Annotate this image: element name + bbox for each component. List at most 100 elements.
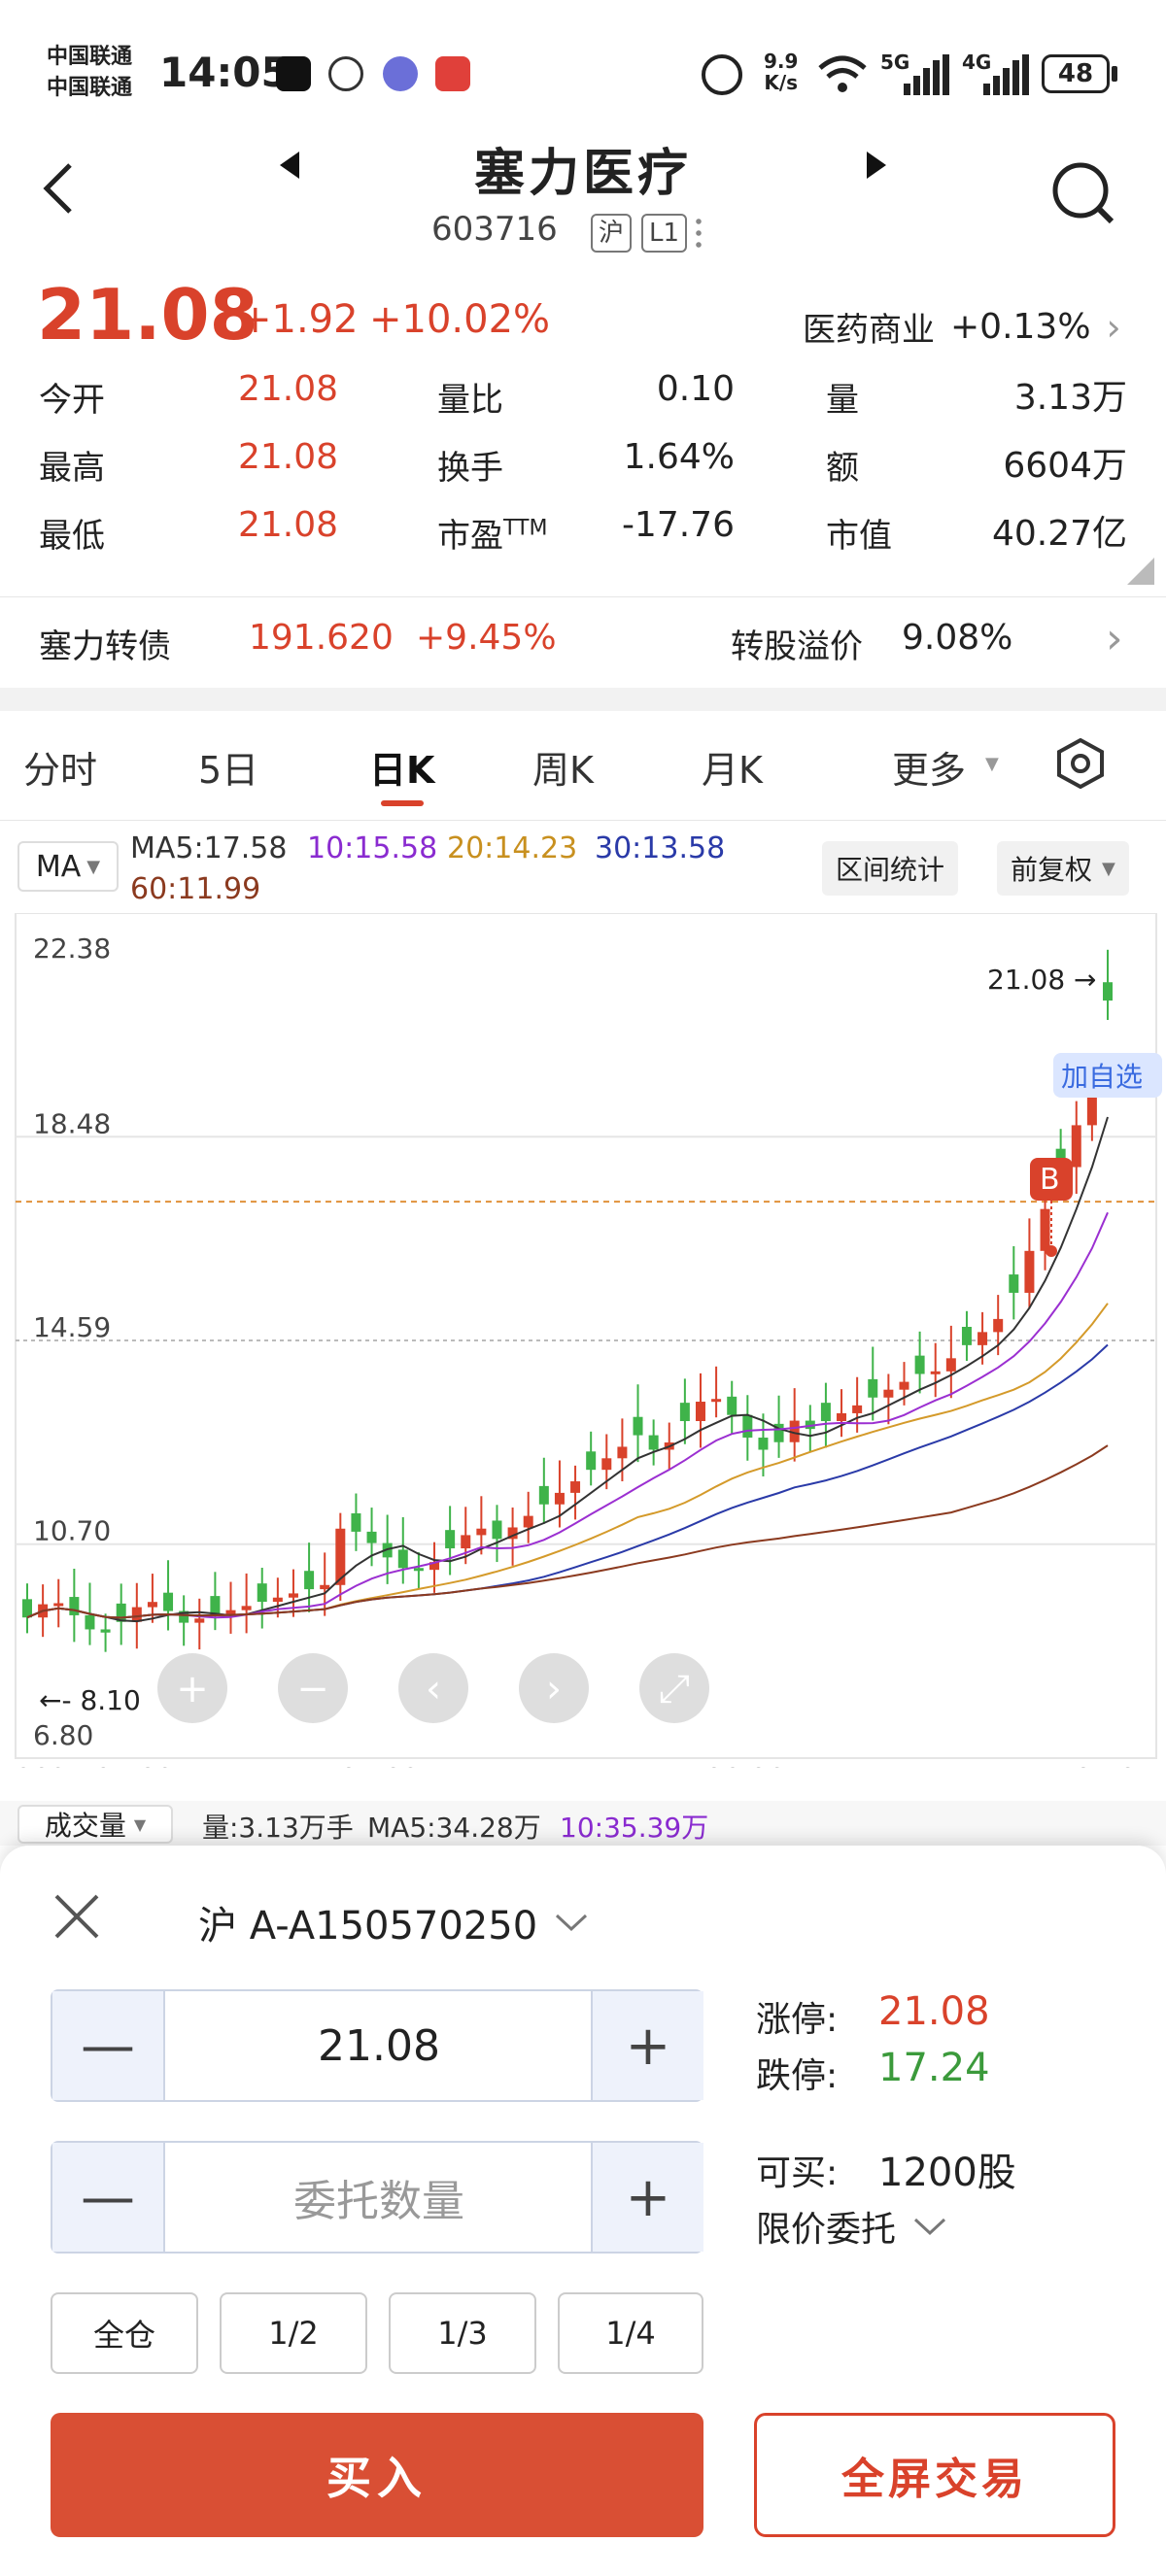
y-tick-label: 14.59	[33, 1311, 111, 1343]
tab-2[interactable]: 日K	[369, 749, 435, 792]
chevron-down-icon	[913, 2218, 946, 2236]
price-increase-button[interactable]: +	[591, 1991, 703, 2100]
candle-body	[335, 1528, 346, 1585]
adjust-select[interactable]: 前复权 ▼	[997, 841, 1129, 896]
kline-chart[interactable]: 22.38 18.48 14.59 10.70 6.80 21.08 → 加自选 B ←- 8.…	[0, 913, 1166, 1768]
caret-down-icon: ▼	[1102, 858, 1115, 879]
qty-increase-button[interactable]: +	[591, 2143, 703, 2252]
order-type-label: 限价委托	[756, 2210, 897, 2250]
volume-value: 量:3.13万手	[202, 1812, 354, 1844]
range-stat-button[interactable]: 区间统计	[822, 841, 959, 896]
tab-3[interactable]: 周K	[532, 749, 594, 792]
next-stock-button[interactable]	[863, 148, 890, 183]
tab-5[interactable]: 更多	[892, 749, 967, 792]
indicator-select[interactable]: MA ▼	[17, 841, 119, 892]
candle-body	[507, 1527, 518, 1540]
quote-value: 1.64%	[623, 437, 735, 477]
indicator-label: MA	[35, 849, 82, 884]
qty-decrease-button[interactable]: —	[52, 2143, 165, 2252]
pan-left-button[interactable]	[398, 1653, 468, 1723]
candle-body	[1071, 1125, 1081, 1168]
bond-name: 塞力转债	[39, 627, 171, 666]
buy-button[interactable]: 买入	[51, 2413, 703, 2537]
volume-legend: 成交量 ▼ 量:3.13万手 MA5:34.28万 10:35.39万	[0, 1801, 1166, 1846]
x-tick-label: 07-04	[1075, 1762, 1153, 1768]
ratio-half-button[interactable]: 1/2	[220, 2292, 367, 2374]
more-dots-icon[interactable]	[696, 216, 702, 251]
candle-body	[131, 1607, 142, 1622]
volume-ma10: 10:35.39万	[560, 1812, 709, 1844]
add-watch-button[interactable]: 加自选	[1061, 1061, 1143, 1093]
quote-label: 市盈TTM	[437, 516, 548, 556]
candle-body	[429, 1562, 440, 1571]
quote-label: 市值	[826, 517, 892, 556]
buy-marker-dot	[1046, 1245, 1057, 1257]
quote-value: 21.08	[237, 437, 338, 477]
quote-label: 量	[826, 381, 859, 420]
candle-body	[1103, 982, 1113, 1001]
status-bar: 中国联通 中国联通 14:05 9.9 K/s 5G 4G 48	[0, 0, 1166, 146]
order-type-select[interactable]: 限价委托	[756, 2201, 946, 2252]
settings-button[interactable]	[1055, 737, 1106, 790]
tab-1[interactable]: 5日	[198, 749, 259, 792]
back-button[interactable]	[39, 159, 97, 227]
tab-4[interactable]: 月K	[702, 749, 763, 792]
candle-body	[711, 1399, 722, 1403]
buy-marker: B	[1040, 1163, 1060, 1197]
candle-body	[194, 1618, 205, 1623]
app-heart-icon	[435, 56, 470, 91]
net-speed-value: 9.9	[764, 50, 799, 73]
wifi-icon	[818, 55, 867, 92]
fullscreen-trade-button[interactable]: 全屏交易	[754, 2413, 1115, 2537]
prev-stock-button[interactable]	[276, 148, 303, 183]
close-button[interactable]	[52, 1892, 101, 1941]
y-tick-label: 18.48	[33, 1107, 111, 1139]
quote-label: 今开	[39, 381, 105, 420]
price-stepper: — 21.08 +	[51, 1989, 703, 2102]
tab-0[interactable]: 分时	[23, 749, 98, 792]
chevron-right-icon: ›	[1106, 305, 1121, 349]
level-tag[interactable]: L1	[641, 214, 688, 253]
zoom-in-button[interactable]	[157, 1653, 227, 1723]
account-label: 沪 A-A150570250	[198, 1904, 538, 1949]
tiktok-icon	[276, 56, 311, 91]
signal-label-2: 4G	[962, 51, 992, 74]
price-input[interactable]: 21.08	[318, 2020, 440, 2071]
signal-bars-2-icon	[983, 54, 1029, 95]
signal-bars-1-icon	[904, 54, 949, 95]
bond-pct: +9.45%	[416, 618, 557, 658]
price-change-pct: +10.02%	[369, 297, 551, 342]
candle-body	[1024, 1250, 1035, 1293]
ratio-quarter-button[interactable]: 1/4	[558, 2292, 703, 2374]
carrier-1: 中国联通	[47, 45, 133, 69]
last-price-label: 21.08 →	[987, 964, 1097, 996]
chevron-right-icon: ›	[1106, 614, 1123, 663]
fullscreen-chart-button[interactable]	[639, 1653, 709, 1723]
volume-select[interactable]: 成交量 ▼	[17, 1805, 173, 1844]
sector-pct: +0.13%	[950, 307, 1091, 347]
ratio-full-button[interactable]: 全仓	[51, 2292, 198, 2374]
candle-body	[883, 1389, 894, 1398]
ratio-third-button[interactable]: 1/3	[389, 2292, 536, 2374]
quantity-input[interactable]: 委托数量	[293, 2177, 464, 2226]
sector-link[interactable]: 医药商业 +0.13% ›	[803, 303, 1121, 351]
caret-down-icon: ▼	[133, 1814, 147, 1834]
page-title: 塞力医疗	[473, 144, 692, 203]
ma5-line	[26, 1116, 1109, 1623]
volume-ma5: MA5:34.28万	[367, 1812, 541, 1844]
candle-body	[633, 1416, 643, 1436]
candle-body	[304, 1571, 315, 1590]
pan-right-button[interactable]	[519, 1653, 589, 1723]
convertible-bond-row[interactable]: 塞力转债 191.620 +9.45% 转股溢价 9.08% ›	[39, 614, 1127, 666]
expand-corner-icon[interactable]	[1127, 558, 1154, 585]
candle-body	[476, 1528, 487, 1536]
wechat-icon	[328, 56, 363, 91]
zoom-out-button[interactable]	[278, 1653, 348, 1723]
candle-body	[945, 1358, 956, 1372]
search-button[interactable]	[1049, 161, 1117, 229]
account-select[interactable]: 沪 A-A150570250	[198, 1894, 588, 1950]
quote-value: 40.27亿	[991, 514, 1127, 554]
price-decrease-button[interactable]: —	[52, 1991, 165, 2100]
x-tick-label: 2025-04-08	[16, 1762, 174, 1768]
quote-value: 0.10	[656, 369, 735, 409]
